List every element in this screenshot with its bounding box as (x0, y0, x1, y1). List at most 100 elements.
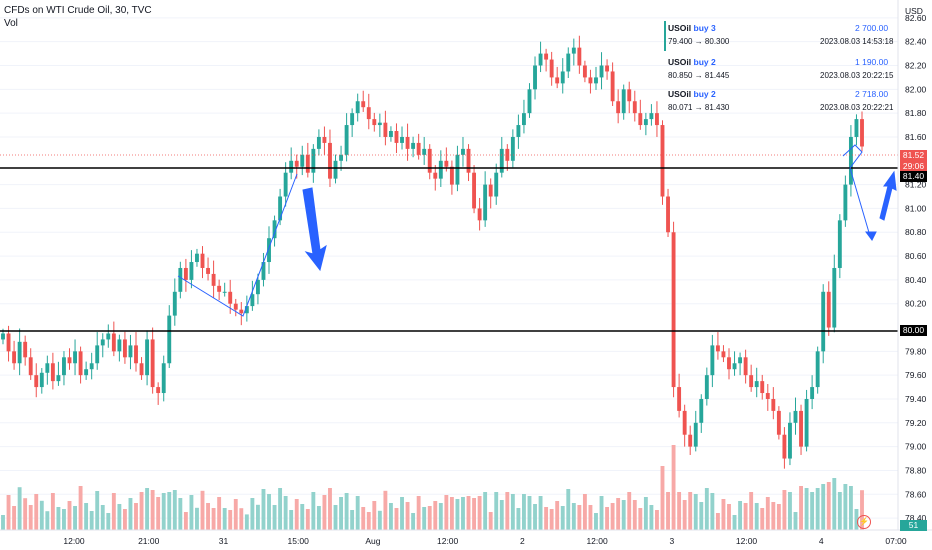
volume-bar (206, 503, 210, 530)
candle (134, 332, 138, 372)
trade-symbol-line: USOil buy 2 (668, 89, 716, 99)
candle-body (699, 398, 704, 423)
candle-body (632, 101, 637, 114)
candle-body (211, 273, 216, 286)
volume-bar (272, 505, 277, 530)
candle-body (782, 434, 787, 459)
volume-bar (427, 506, 432, 530)
candle (799, 404, 803, 455)
candle-body (832, 267, 837, 328)
volume-bar (804, 488, 809, 530)
candle (377, 113, 382, 137)
volume-bar (12, 506, 17, 530)
trade-symbol: USOil (668, 23, 692, 33)
lightning-icon[interactable]: ⚡ (857, 515, 871, 529)
trade-2[interactable]: USOil buy 2 1 190.00 80.850 → 81.445 202… (664, 55, 894, 87)
volume-bar (837, 492, 842, 530)
candle-body (117, 339, 122, 352)
volume-bar (544, 507, 549, 530)
volume-bar (660, 466, 665, 530)
candle (250, 280, 255, 311)
candle (411, 136, 416, 158)
candle (305, 142, 310, 178)
candle-body (28, 357, 33, 376)
candle-body (499, 148, 504, 173)
time-tick-label: 12:00 (63, 536, 85, 546)
volume-bar (322, 495, 327, 530)
candle-body (533, 65, 537, 90)
candle-body (139, 363, 144, 376)
volume-bar (267, 494, 271, 530)
candle-body (704, 375, 709, 399)
candle (122, 331, 127, 364)
candle-body (17, 341, 22, 364)
trade-symbol-line: USOil buy 3 (668, 23, 716, 33)
price-tick-label: 78.80 (905, 465, 927, 475)
volume-bar (361, 507, 366, 530)
candle-body (577, 47, 582, 66)
volume-bar (582, 494, 587, 530)
candle (56, 361, 61, 386)
candle-body (444, 160, 449, 167)
candle-body (272, 220, 277, 239)
price-tick-label: 78.60 (905, 489, 927, 499)
candle (555, 66, 560, 89)
trade-amount: 2 700.00 (855, 23, 889, 33)
candle (610, 62, 615, 106)
candle-body (300, 154, 305, 167)
candle (860, 111, 864, 152)
volume-bar (782, 490, 787, 530)
price-tick-label: 81.60 (905, 132, 927, 142)
candle-body (837, 220, 842, 268)
candle (660, 120, 665, 205)
candle-body (776, 410, 781, 435)
candle-body (156, 387, 161, 394)
currency-label[interactable]: USD (905, 6, 923, 16)
candle (78, 346, 83, 384)
candle-body (289, 160, 294, 173)
volume-bar (771, 502, 776, 530)
volume-bar (605, 507, 610, 530)
volume-bar (810, 492, 815, 530)
trade-side: buy 3 (693, 23, 716, 33)
volume-bar (350, 510, 355, 530)
volume-bar (649, 505, 654, 530)
candle (510, 129, 515, 168)
volume-bar (339, 497, 343, 530)
candle-body (361, 101, 366, 108)
candle-body (250, 294, 255, 307)
price-tick-label: 80.40 (905, 275, 927, 285)
volume-bar (222, 508, 227, 530)
trade-3[interactable]: USOil buy 2 2 718.00 80.071 → 81.430 202… (664, 87, 894, 119)
chart-header: CFDs on WTI Crude Oil, 30, TVC Vol (4, 5, 152, 31)
candle (422, 136, 427, 165)
candle-body (710, 345, 715, 376)
volume-bar (854, 509, 859, 530)
candle (405, 123, 410, 161)
volume-bar (150, 490, 155, 530)
volume-bar (62, 509, 66, 530)
projection-path (842, 144, 871, 237)
volume-bar (195, 507, 199, 530)
volume-bar (73, 506, 77, 530)
candle-body (111, 333, 116, 352)
volume-bar (527, 496, 532, 530)
candle (544, 48, 549, 72)
candle (588, 69, 593, 94)
volume-indicator-label[interactable]: Vol (4, 18, 18, 29)
trade-range: 80.071 → 81.430 (668, 103, 730, 112)
volume-bar (727, 504, 731, 530)
candle-body (826, 291, 831, 328)
volume-bar (333, 505, 338, 530)
candle (200, 246, 205, 279)
symbol-title[interactable]: CFDs on WTI Crude Oil, 30, TVC (4, 5, 152, 16)
volume-bar (305, 509, 310, 530)
price-tick-label: 79.60 (905, 370, 927, 380)
time-tick-label: 12:00 (437, 536, 459, 546)
trade-1[interactable]: USOil buy 3 2 700.00 79.400 → 80.300 202… (664, 21, 894, 53)
candle-body (56, 375, 61, 382)
chart-grid (0, 17, 898, 519)
candle (715, 332, 720, 360)
candle-body (122, 339, 127, 358)
